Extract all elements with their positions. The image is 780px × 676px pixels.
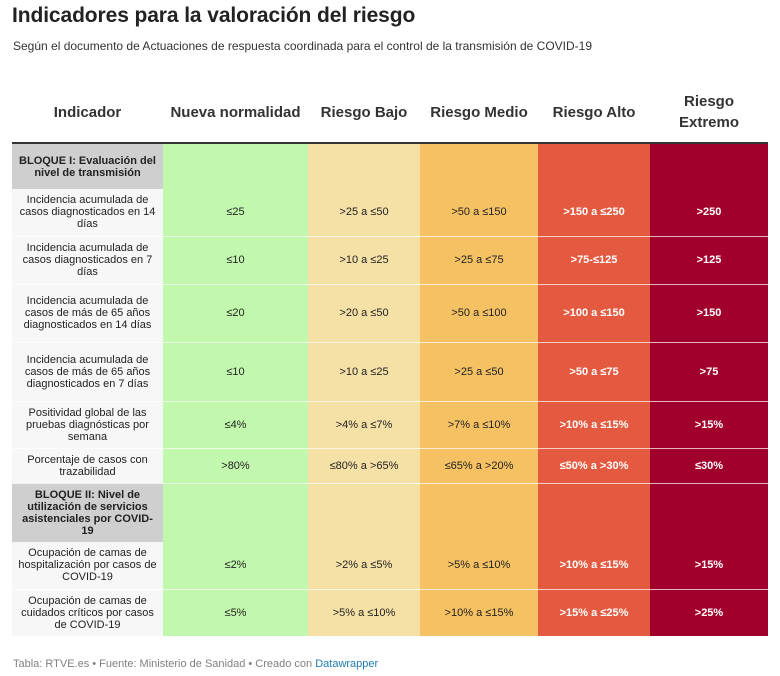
table-row: Incidencia acumulada de casos de más de … bbox=[12, 342, 768, 402]
value-cell: >10% a ≤15% bbox=[420, 589, 538, 637]
indicator-cell: Positividad global de las pruebas diagnó… bbox=[12, 401, 163, 449]
value-cell: >75 bbox=[650, 342, 768, 402]
column-header-indicador: Indicador bbox=[12, 82, 163, 144]
table-row: Incidencia acumulada de casos diagnostic… bbox=[12, 236, 768, 285]
value-cell: ≤80% a >65% bbox=[308, 448, 420, 484]
table-row: Ocupación de camas de cuidados críticos … bbox=[12, 589, 768, 637]
value-cell: >250 bbox=[650, 189, 768, 237]
value-cell: ≤5% bbox=[163, 589, 308, 637]
page-title: Indicadores para la valoración del riesg… bbox=[12, 4, 416, 27]
value-cell: >50 a ≤100 bbox=[420, 284, 538, 343]
page-subtitle: Según el documento de Actuaciones de res… bbox=[13, 39, 593, 53]
value-cell: ≤10 bbox=[163, 342, 308, 402]
indicator-cell: Ocupación de camas de cuidados críticos … bbox=[12, 589, 163, 637]
value-cell: ≤30% bbox=[650, 448, 768, 484]
value-cell: >80% bbox=[163, 448, 308, 484]
value-cell: >15% bbox=[650, 542, 768, 590]
value-cell: >7% a ≤10% bbox=[420, 401, 538, 449]
value-cell: >125 bbox=[650, 236, 768, 285]
value-cell: >10 a ≤25 bbox=[308, 236, 420, 285]
value-cell: >5% a ≤10% bbox=[308, 589, 420, 637]
value-cell: >5% a ≤10% bbox=[420, 542, 538, 590]
value-cell: ≤4% bbox=[163, 401, 308, 449]
datawrapper-link[interactable]: Datawrapper bbox=[315, 658, 379, 670]
value-cell: >75-≤125 bbox=[538, 236, 650, 285]
value-cell: ≤25 bbox=[163, 189, 308, 237]
value-cell: >20 a ≤50 bbox=[308, 284, 420, 343]
value-cell: ≤50% a >30% bbox=[538, 448, 650, 484]
indicator-cell: Incidencia acumulada de casos de más de … bbox=[12, 342, 163, 402]
indicator-cell: Incidencia acumulada de casos diagnostic… bbox=[12, 236, 163, 285]
value-cell: >15% bbox=[650, 401, 768, 449]
value-cell: ≤10 bbox=[163, 236, 308, 285]
value-cell: >25 a ≤75 bbox=[420, 236, 538, 285]
table-row: Positividad global de las pruebas diagnó… bbox=[12, 401, 768, 449]
value-cell: >25 a ≤50 bbox=[308, 189, 420, 237]
value-cell: >25% bbox=[650, 589, 768, 637]
column-header-riesgo-bajo: Riesgo Bajo bbox=[308, 82, 420, 144]
table-row: Incidencia acumulada de casos de más de … bbox=[12, 284, 768, 343]
value-cell: >100 a ≤150 bbox=[538, 284, 650, 343]
value-cell: >4% a ≤7% bbox=[308, 401, 420, 449]
table-row: Ocupación de camas de hospitalización po… bbox=[12, 542, 768, 590]
block-label: BLOQUE II: Nivel de utilización de servi… bbox=[12, 483, 163, 542]
table-row: Incidencia acumulada de casos diagnostic… bbox=[12, 189, 768, 237]
column-header-riesgo-extremo: Riesgo Extremo bbox=[650, 82, 768, 144]
indicator-cell: Incidencia acumulada de casos de más de … bbox=[12, 284, 163, 343]
table-row: Porcentaje de casos con trazabilidad >80… bbox=[12, 448, 768, 484]
header-row: Indicador Nueva normalidad Riesgo Bajo R… bbox=[12, 82, 768, 144]
column-header-nueva-normalidad: Nueva normalidad bbox=[163, 82, 308, 144]
value-cell: ≤20 bbox=[163, 284, 308, 343]
block-row: BLOQUE I: Evaluación del nivel de transm… bbox=[12, 143, 768, 189]
block-label: BLOQUE I: Evaluación del nivel de transm… bbox=[12, 143, 163, 189]
footer-text: Tabla: RTVE.es • Fuente: Ministerio de S… bbox=[13, 658, 316, 670]
value-cell: >10% a ≤15% bbox=[538, 542, 650, 590]
value-cell: >25 a ≤50 bbox=[420, 342, 538, 402]
footer-credits: Tabla: RTVE.es • Fuente: Ministerio de S… bbox=[13, 658, 378, 670]
value-cell: >2% a ≤5% bbox=[308, 542, 420, 590]
block-row: BLOQUE II: Nivel de utilización de servi… bbox=[12, 483, 768, 542]
risk-table: Indicador Nueva normalidad Riesgo Bajo R… bbox=[12, 82, 768, 637]
indicator-cell: Incidencia acumulada de casos diagnostic… bbox=[12, 189, 163, 237]
value-cell: >150 a ≤250 bbox=[538, 189, 650, 237]
value-cell: >50 a ≤75 bbox=[538, 342, 650, 402]
indicator-cell: Ocupación de camas de hospitalización po… bbox=[12, 542, 163, 590]
value-cell: ≤2% bbox=[163, 542, 308, 590]
value-cell: >150 bbox=[650, 284, 768, 343]
value-cell: >50 a ≤150 bbox=[420, 189, 538, 237]
value-cell: >15% a ≤25% bbox=[538, 589, 650, 637]
value-cell: ≤65% a >20% bbox=[420, 448, 538, 484]
value-cell: >10% a ≤15% bbox=[538, 401, 650, 449]
indicator-cell: Porcentaje de casos con trazabilidad bbox=[12, 448, 163, 484]
column-header-riesgo-medio: Riesgo Medio bbox=[420, 82, 538, 144]
value-cell: >10 a ≤25 bbox=[308, 342, 420, 402]
column-header-riesgo-alto: Riesgo Alto bbox=[538, 82, 650, 144]
